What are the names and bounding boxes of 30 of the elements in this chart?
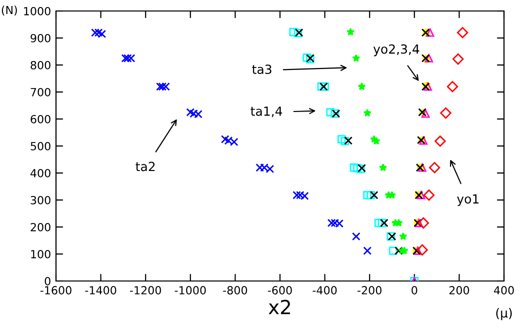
y-tick-label: 0 (44, 276, 50, 286)
y-tick-label: 100 (31, 250, 50, 258)
y-tick-label: 400 (30, 168, 50, 178)
annotation: ta3 (252, 64, 272, 74)
x-tick-label: -600 (268, 286, 292, 294)
x-tick-label: -400 (312, 286, 337, 294)
y-tick-label: 1000 (24, 6, 50, 16)
annotation: yo1 (457, 194, 479, 206)
x-tick-label: -1000 (174, 286, 206, 294)
x-tick-label: -1400 (85, 286, 116, 294)
x-tick-label: 0 (412, 286, 418, 294)
x-tick-label: 200 (449, 286, 470, 294)
y-tick-label: 500 (30, 142, 50, 150)
x-tick-label: -200 (358, 286, 382, 294)
y-tick-label: 800 (30, 60, 50, 70)
annotation: yo2,3,4 (373, 44, 420, 56)
x-tick-label: -800 (223, 286, 248, 294)
x-tick-label: 400 (494, 286, 514, 294)
y-tick-label: 200 (30, 222, 50, 232)
y-tick-label: 600 (30, 114, 50, 124)
annotation: ta2 (136, 162, 155, 172)
text: (μ) (496, 308, 512, 320)
annotation: ta1,4 (250, 106, 282, 118)
x-axis-title: x2 (268, 300, 290, 314)
y-axis-title: (N) (2, 6, 17, 16)
y-tick-label: 900 (30, 34, 50, 42)
y-tick-label: 700 (30, 88, 50, 96)
x-tick-label: -1200 (130, 286, 162, 294)
x-tick-label: -1600 (40, 286, 72, 294)
y-tick-label: 300 (30, 196, 50, 204)
